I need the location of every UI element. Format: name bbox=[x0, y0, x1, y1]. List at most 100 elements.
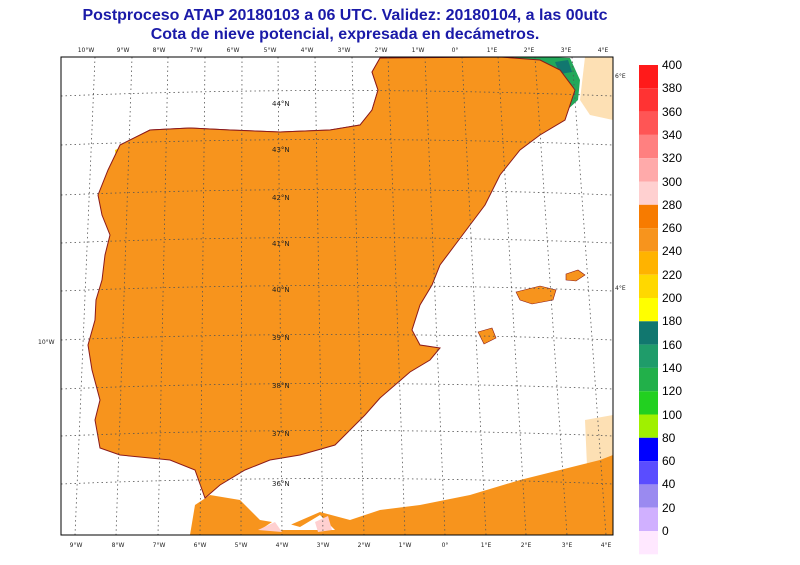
legend-value-label: 380 bbox=[662, 81, 683, 96]
mallorca bbox=[515, 285, 557, 305]
legend-swatch bbox=[639, 298, 658, 322]
legend-value-label: 300 bbox=[662, 174, 683, 189]
legend-value-label: 360 bbox=[662, 104, 683, 119]
legend-value-label: 220 bbox=[662, 267, 683, 282]
legend-swatch bbox=[639, 88, 658, 112]
lon-top-7: 3°W bbox=[338, 47, 351, 54]
map-area: 44°N 43°N 42°N 41°N 40°N 39°N 38°N 37°N … bbox=[61, 57, 613, 535]
legend-swatch bbox=[639, 391, 658, 415]
lon-top-12: 2°E bbox=[524, 47, 535, 54]
lon-bottom-10: 1°E bbox=[481, 542, 492, 549]
legend-swatch bbox=[639, 321, 658, 345]
lon-top-13: 3°E bbox=[561, 47, 572, 54]
lat-label-44: 44°N bbox=[272, 100, 290, 108]
legend-value-label: 80 bbox=[662, 430, 676, 445]
north-africa bbox=[190, 455, 613, 535]
side-labels: 10°W 6°E 4°E bbox=[38, 73, 626, 346]
legend-swatch bbox=[639, 228, 658, 252]
lon-bottom-13: 4°E bbox=[601, 542, 612, 549]
latitude-labels: 44°N 43°N 42°N 41°N 40°N 39°N 38°N 37°N … bbox=[272, 100, 290, 488]
lon-bottom-0: 9°W bbox=[70, 542, 83, 549]
legend-swatch bbox=[639, 134, 658, 159]
lon-top-10: 0° bbox=[452, 47, 459, 54]
lon-bottom-4: 5°W bbox=[235, 542, 248, 549]
ibiza bbox=[477, 327, 497, 345]
lon-top-6: 4°W bbox=[301, 47, 314, 54]
title-line-2: Cota de nieve potencial, expresada en de… bbox=[150, 26, 540, 43]
map-frame bbox=[60, 56, 614, 536]
lon-bottom-7: 2°W bbox=[358, 542, 371, 549]
legend-value-label: 120 bbox=[662, 384, 683, 399]
lon-bottom-5: 4°W bbox=[276, 542, 289, 549]
lon-top-3: 7°W bbox=[190, 47, 203, 54]
lat-label-42: 42°N bbox=[272, 194, 290, 202]
legend-swatch bbox=[639, 65, 658, 89]
lon-top-11: 1°E bbox=[487, 47, 498, 54]
legend-swatch bbox=[639, 414, 658, 438]
legend-swatch bbox=[639, 461, 658, 485]
legend-swatch bbox=[639, 531, 658, 555]
legend-value-label: 260 bbox=[662, 221, 683, 236]
legend-swatch bbox=[639, 367, 658, 392]
legend-swatch bbox=[639, 274, 658, 298]
legend-value-label: 100 bbox=[662, 407, 683, 422]
longitude-labels-bottom: 9°W 8°W 7°W 6°W 5°W 4°W 3°W 2°W 1°W 0° 1… bbox=[70, 542, 612, 549]
legend-swatch bbox=[639, 251, 658, 275]
lon-bottom-11: 2°E bbox=[521, 542, 532, 549]
legend-value-label: 20 bbox=[662, 500, 676, 515]
lon-top-9: 1°W bbox=[412, 47, 425, 54]
legend-value-label: 280 bbox=[662, 197, 683, 212]
lon-bottom-2: 7°W bbox=[153, 542, 166, 549]
color-legend bbox=[639, 65, 658, 555]
lat-label-36: 36°N bbox=[272, 480, 290, 488]
lon-bottom-9: 0° bbox=[442, 542, 449, 549]
lon-bottom-1: 8°W bbox=[112, 542, 125, 549]
side-label-left: 10°W bbox=[38, 339, 55, 346]
lon-bottom-3: 6°W bbox=[194, 542, 207, 549]
lat-label-38: 38°N bbox=[272, 382, 290, 390]
lon-top-2: 8°W bbox=[153, 47, 166, 54]
legend-value-label: 40 bbox=[662, 477, 676, 492]
legend-swatch bbox=[639, 204, 658, 229]
legend-value-label: 0 bbox=[662, 524, 669, 538]
lon-top-8: 2°W bbox=[375, 47, 388, 54]
legend-value-label: 180 bbox=[662, 314, 683, 329]
legend-swatch bbox=[639, 181, 658, 205]
side-label-right-mid: 4°E bbox=[615, 285, 626, 292]
lat-label-41: 41°N bbox=[272, 240, 290, 248]
legend-value-label: 200 bbox=[662, 291, 683, 305]
lon-bottom-12: 3°E bbox=[562, 542, 573, 549]
lat-label-39: 39°N bbox=[272, 334, 290, 342]
legend-swatch bbox=[639, 111, 658, 135]
legend-swatch bbox=[639, 158, 658, 182]
lat-label-37: 37°N bbox=[272, 430, 290, 438]
lon-top-4: 6°W bbox=[227, 47, 240, 54]
legend-swatch bbox=[639, 344, 658, 368]
legend-swatch bbox=[639, 437, 658, 462]
legend-value-label: 320 bbox=[662, 151, 683, 166]
pink-patch-africa-2 bbox=[315, 516, 332, 532]
lon-bottom-8: 1°W bbox=[399, 542, 412, 549]
pink-patch-africa bbox=[258, 522, 282, 532]
side-label-right-top: 6°E bbox=[615, 73, 626, 80]
lat-label-43: 43°N bbox=[272, 146, 290, 154]
lon-top-0: 10°W bbox=[78, 47, 95, 54]
lat-label-40: 40°N bbox=[272, 286, 290, 294]
africa-gap bbox=[260, 515, 335, 530]
legend-value-label: 400 bbox=[662, 58, 683, 72]
lon-bottom-6: 3°W bbox=[317, 542, 330, 549]
legend-value-label: 240 bbox=[662, 244, 683, 259]
lon-top-14: 4°E bbox=[598, 47, 609, 54]
lon-top-1: 9°W bbox=[117, 47, 130, 54]
legend-swatch bbox=[639, 484, 658, 508]
menorca bbox=[565, 269, 586, 282]
legend-value-label: 60 bbox=[662, 454, 676, 469]
legend-value-label: 160 bbox=[662, 337, 683, 352]
legend-value-label: 140 bbox=[662, 360, 683, 375]
outside-land-ne bbox=[580, 57, 613, 120]
graticule bbox=[61, 57, 613, 535]
title-line-1: Postproceso ATAP 20180103 a 06 UTC. Vali… bbox=[82, 7, 608, 24]
legend-value-label: 340 bbox=[662, 127, 683, 142]
legend-swatch bbox=[639, 507, 658, 531]
